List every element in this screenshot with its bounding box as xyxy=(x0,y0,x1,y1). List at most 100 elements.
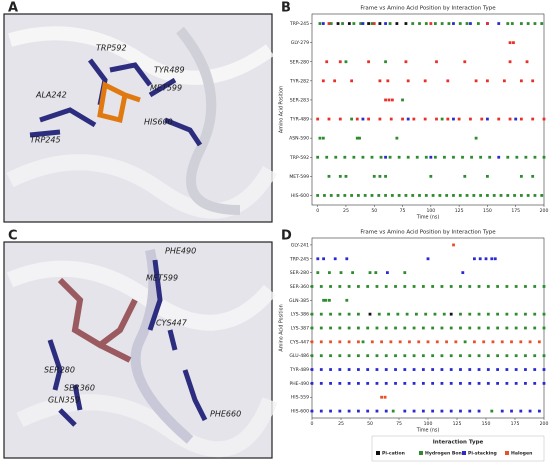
point xyxy=(329,409,332,413)
x-tick-label: 200 xyxy=(540,208,549,214)
point xyxy=(505,368,509,371)
point xyxy=(490,257,494,261)
point xyxy=(325,60,329,64)
point xyxy=(519,194,523,197)
point xyxy=(329,340,332,344)
point xyxy=(486,194,489,197)
residue-label: ALA242 xyxy=(35,91,67,100)
point xyxy=(347,326,351,330)
point xyxy=(403,326,407,330)
point xyxy=(500,409,504,413)
point xyxy=(433,22,437,25)
point xyxy=(452,243,455,247)
legend-title: Interaction Type xyxy=(433,440,484,446)
point xyxy=(540,22,544,25)
point xyxy=(310,340,314,344)
point xyxy=(533,194,537,197)
point xyxy=(423,79,427,83)
point xyxy=(429,155,433,159)
residue-label: TYR489 xyxy=(154,66,185,75)
point xyxy=(424,22,428,25)
point xyxy=(338,340,342,344)
point xyxy=(310,326,314,330)
point xyxy=(542,368,546,371)
point xyxy=(367,117,370,121)
point xyxy=(421,381,425,385)
point xyxy=(459,354,462,358)
chart-title: Frame vs Amino Acid Position by Interact… xyxy=(360,230,496,236)
point xyxy=(505,326,509,330)
legend-swatch xyxy=(419,451,423,455)
point xyxy=(435,340,439,344)
point xyxy=(440,326,444,330)
point xyxy=(440,368,444,371)
panel-label: C xyxy=(8,229,18,244)
point xyxy=(352,22,356,25)
point xyxy=(474,79,478,83)
residue-label: SER280 xyxy=(44,366,75,375)
point xyxy=(426,340,430,344)
point xyxy=(316,117,320,121)
point xyxy=(424,155,428,159)
point xyxy=(361,155,365,159)
x-tick-label: 75 xyxy=(396,421,402,427)
point xyxy=(533,285,537,288)
point xyxy=(497,117,501,121)
point xyxy=(378,117,382,121)
point xyxy=(449,368,453,371)
point xyxy=(404,60,408,64)
point xyxy=(440,285,444,288)
point xyxy=(347,381,351,385)
point xyxy=(394,368,397,371)
point xyxy=(384,98,387,102)
point xyxy=(486,174,489,178)
point xyxy=(328,298,331,302)
point xyxy=(446,79,450,83)
point xyxy=(338,326,342,330)
point xyxy=(452,117,455,121)
point xyxy=(482,340,486,344)
x-axis-label: Time (ns) xyxy=(416,215,440,221)
point xyxy=(519,117,523,121)
point xyxy=(319,312,323,316)
point xyxy=(421,326,425,330)
point xyxy=(433,155,437,159)
x-tick-label: 200 xyxy=(540,421,549,427)
point xyxy=(531,174,535,178)
point xyxy=(468,312,472,316)
point xyxy=(324,298,328,302)
point xyxy=(506,155,510,159)
point xyxy=(533,22,537,25)
point xyxy=(496,285,499,288)
y-tick-label: LYS-386 xyxy=(291,312,309,318)
point xyxy=(394,285,397,288)
point xyxy=(366,326,370,330)
point xyxy=(316,155,320,159)
point xyxy=(384,354,388,358)
point xyxy=(310,354,314,358)
point xyxy=(319,381,323,385)
point xyxy=(397,194,401,197)
point xyxy=(329,368,332,371)
point xyxy=(486,368,490,371)
point xyxy=(374,271,378,275)
y-tick-label: HIS-600 xyxy=(291,409,309,415)
point xyxy=(486,79,489,83)
point xyxy=(361,117,365,121)
y-tick-label: HIS-559 xyxy=(291,395,309,401)
point xyxy=(316,271,320,275)
point xyxy=(338,285,342,288)
point xyxy=(318,136,322,140)
point xyxy=(403,409,407,413)
point xyxy=(319,340,323,344)
point xyxy=(431,409,435,413)
point xyxy=(338,60,342,64)
point xyxy=(344,174,348,178)
point xyxy=(357,194,360,197)
y-tick-label: LYS-387 xyxy=(291,326,309,332)
point xyxy=(508,60,512,64)
point xyxy=(372,22,376,25)
point xyxy=(341,22,344,25)
panel-label: D xyxy=(281,229,292,244)
